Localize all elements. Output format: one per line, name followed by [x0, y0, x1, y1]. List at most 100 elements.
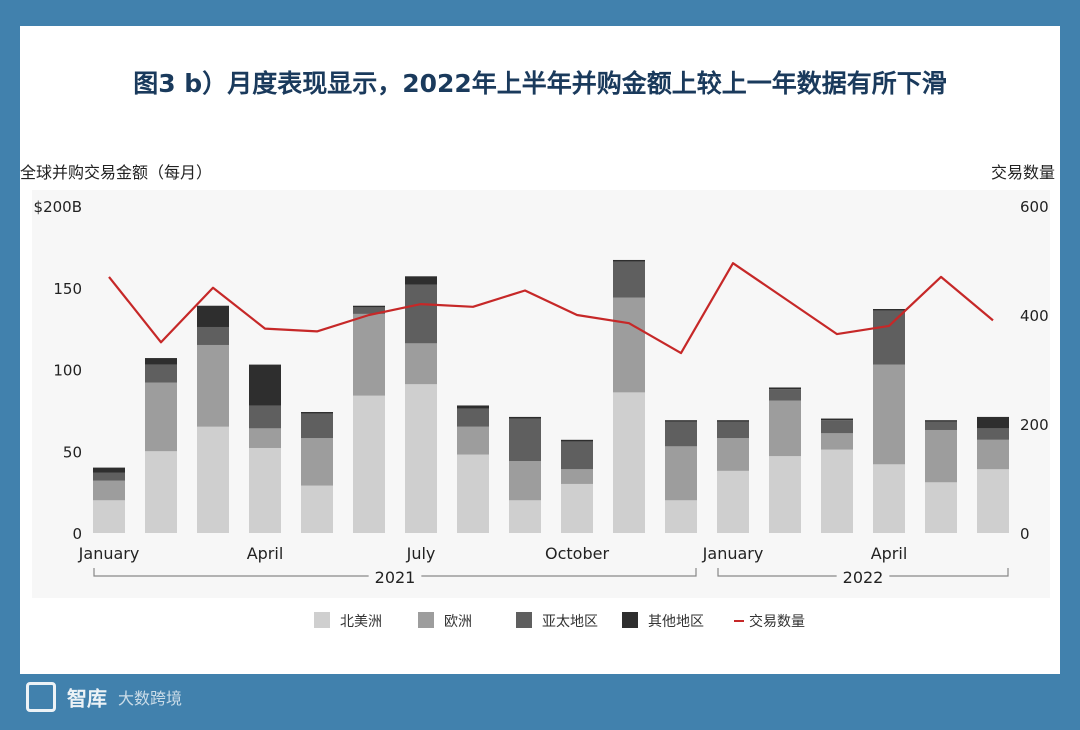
- bar-segment: [769, 387, 801, 390]
- bar-segment: [509, 461, 541, 501]
- right-axis-tick-label: 200: [1020, 416, 1049, 434]
- bar-segment: [457, 454, 489, 533]
- right-axis-tick-label: 0: [1020, 525, 1030, 543]
- year-label-background: [368, 568, 422, 587]
- bar-segment: [197, 305, 229, 327]
- bar-segment: [353, 395, 385, 533]
- legend-swatch: [314, 612, 330, 628]
- bar-segment: [93, 500, 125, 533]
- legend-swatch: [516, 612, 532, 628]
- x-axis-tick-label: January: [78, 544, 140, 563]
- right-axis-title: 交易数量: [991, 163, 1055, 182]
- bar-segment: [977, 428, 1009, 440]
- bar-segment: [249, 364, 281, 406]
- bar-segment: [249, 405, 281, 429]
- bar-segment: [249, 428, 281, 448]
- bar-segment: [197, 426, 229, 533]
- bar-segment: [301, 438, 333, 486]
- bar-segment: [353, 305, 385, 308]
- bar-segment: [613, 259, 645, 262]
- bar-segment: [145, 364, 177, 383]
- watermark-logo: 智库 大数跨境: [26, 682, 182, 712]
- bar-segment: [457, 405, 489, 409]
- bar-segment: [301, 485, 333, 533]
- bar-segment: [925, 420, 957, 422]
- bar-segment: [93, 467, 125, 473]
- bar-segment: [925, 421, 957, 430]
- bar-segment: [145, 382, 177, 452]
- left-axis-tick-label: 50: [63, 443, 82, 461]
- left-axis-tick-label: 100: [53, 362, 82, 380]
- bar-segment: [717, 438, 749, 471]
- legend-label: 交易数量: [749, 613, 805, 630]
- bar-segment: [561, 439, 593, 442]
- legend-swatch: [622, 612, 638, 628]
- bar-segment: [821, 418, 853, 421]
- bar-segment: [509, 416, 541, 419]
- bar-segment: [717, 421, 749, 439]
- year-label-background: [836, 568, 890, 587]
- year-label: 2022: [843, 568, 884, 587]
- bar-segment: [977, 439, 1009, 470]
- bar-segment: [769, 456, 801, 533]
- bar-segment: [821, 420, 853, 434]
- bar-segment: [405, 384, 437, 533]
- bar-segment: [353, 307, 385, 314]
- bar-segment: [509, 500, 541, 533]
- mna-chart: 全球并购交易金额（每月） 交易数量 $200B 0 50 100 150 0 200 400 600…: [20, 163, 1055, 630]
- bar-segment: [457, 408, 489, 427]
- bar-segment: [145, 451, 177, 533]
- legend-label: 其他地区: [648, 614, 704, 630]
- bar-segment: [197, 326, 229, 345]
- bar-segment: [457, 426, 489, 455]
- bar-segment: [665, 500, 697, 533]
- deal-count-line: [108, 262, 994, 355]
- bar-segment: [405, 276, 437, 285]
- bar-segment: [613, 392, 645, 533]
- x-axis-tick-label: October: [545, 544, 609, 563]
- chart-card: 图3 b）月度表现显示，2022年上半年并购金额上较上一年数据有所下滑 全球并购…: [20, 26, 1060, 674]
- bar-segment: [353, 313, 385, 396]
- left-axis-title: 全球并购交易金额（每月）: [20, 163, 212, 182]
- legend-swatch: [418, 612, 434, 628]
- bar-segment: [197, 344, 229, 427]
- bar-segment: [509, 418, 541, 462]
- bar-segment: [665, 421, 697, 447]
- bar-segment: [873, 310, 905, 365]
- legend-label: 北美洲: [340, 614, 382, 630]
- bar-segment: [977, 469, 1009, 533]
- right-axis-tick-label: 600: [1020, 198, 1049, 216]
- bar-segment: [769, 389, 801, 401]
- x-axis-tick-label: July: [406, 544, 436, 563]
- legend-label: 欧洲: [444, 614, 472, 630]
- left-axis-tick-label: 150: [53, 280, 82, 298]
- bar-segment: [93, 480, 125, 501]
- bar-segment: [561, 469, 593, 484]
- year-label: 2021: [375, 568, 416, 587]
- bar-segment: [301, 413, 333, 439]
- bar-segment: [717, 470, 749, 533]
- watermark-sub: 大数跨境: [117, 689, 182, 708]
- bar-segment: [717, 420, 749, 422]
- bar-segment: [821, 433, 853, 450]
- bar-segment: [977, 416, 1009, 429]
- legend-label: 亚太地区: [542, 614, 598, 630]
- bar-segment: [925, 429, 957, 483]
- bar-segment: [925, 482, 957, 533]
- bar-segment: [873, 309, 905, 311]
- left-axis-top-label: $200B: [34, 198, 82, 216]
- bar-segment: [301, 412, 333, 414]
- right-axis-tick-label: 400: [1020, 307, 1049, 325]
- bar-segment: [873, 364, 905, 465]
- x-axis-tick-label: January: [702, 544, 764, 563]
- x-axis-tick-label: April: [871, 544, 908, 563]
- bar-segment: [561, 441, 593, 470]
- bar-segment: [665, 446, 697, 501]
- x-axis-tick-label: April: [247, 544, 284, 563]
- bar-segment: [249, 447, 281, 533]
- bar-segment: [613, 261, 645, 298]
- bar-segment: [873, 464, 905, 533]
- bar-segment: [405, 343, 437, 385]
- bar-segment: [821, 449, 853, 533]
- bar-segment: [665, 420, 697, 422]
